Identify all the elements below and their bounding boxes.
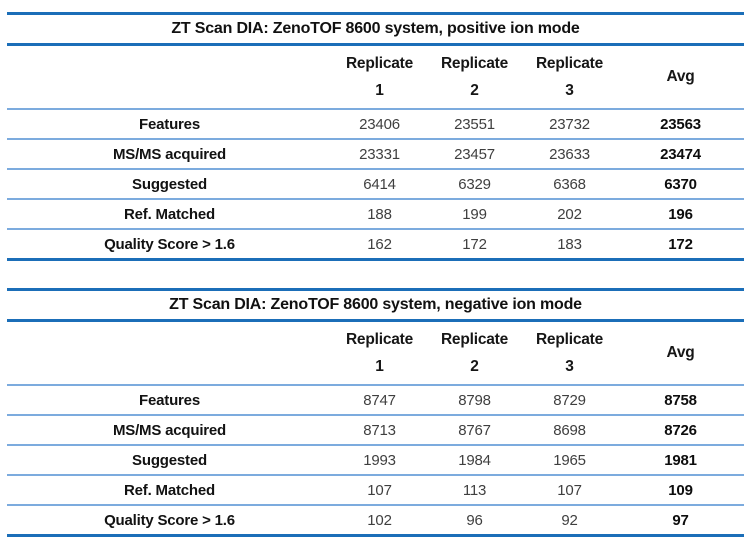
replicate-word: Replicate bbox=[440, 54, 509, 72]
value-cell: 23406 bbox=[332, 109, 427, 140]
avg-cell: 23474 bbox=[617, 139, 744, 170]
positive-ion-mode-table: ZT Scan DIA: ZenoTOF 8600 system, positi… bbox=[7, 12, 744, 261]
replicate-word: Replicate bbox=[440, 330, 509, 348]
value-cell: 23331 bbox=[332, 139, 427, 170]
avg-cell: 1981 bbox=[617, 445, 744, 476]
value-cell: 96 bbox=[466, 511, 483, 529]
col-header-replicate-3: Replicate 3 bbox=[522, 44, 617, 110]
row-label: Ref. Matched bbox=[7, 199, 332, 230]
table-row-suggested: Suggested 6414 6329 6368 6370 bbox=[7, 169, 744, 200]
value-cell: 107 bbox=[522, 475, 617, 506]
avg-cell: 8726 bbox=[617, 415, 744, 446]
value-cell: 188 bbox=[332, 199, 427, 230]
col-header-replicate-2: Replicate 2 bbox=[427, 320, 522, 386]
replicate-number: 3 bbox=[565, 358, 574, 375]
value-cell: 6368 bbox=[522, 169, 617, 200]
value-cell: 23732 bbox=[522, 109, 617, 140]
value-cell: 92 bbox=[561, 511, 578, 529]
value-cell: 8767 bbox=[427, 415, 522, 446]
value-cell: 199 bbox=[427, 199, 522, 230]
row-label: MS/MS acquired bbox=[7, 415, 332, 446]
value-cell: 1965 bbox=[522, 445, 617, 476]
col-header-replicate-1: Replicate 1 bbox=[332, 320, 427, 386]
col-header-replicate-2: Replicate 2 bbox=[427, 44, 522, 110]
row-label: Ref. Matched bbox=[7, 475, 332, 506]
value-cell: 23457 bbox=[427, 139, 522, 170]
replicate-number: 1 bbox=[375, 82, 384, 99]
table-row-ref-matched: Ref. Matched 188 199 202 196 bbox=[7, 199, 744, 230]
column-header-row: Replicate 1 Replicate 2 Replicate 3 Avg bbox=[7, 320, 744, 386]
value-cell: 113 bbox=[427, 475, 522, 506]
avg-cell: 196 bbox=[617, 199, 744, 230]
value-cell: 8747 bbox=[332, 385, 427, 416]
value-cell: 8698 bbox=[522, 415, 617, 446]
avg-cell: 97 bbox=[672, 511, 689, 529]
row-label: MS/MS acquired bbox=[7, 139, 332, 170]
row-label: Features bbox=[7, 385, 332, 416]
value-cell: 8713 bbox=[332, 415, 427, 446]
value-cell: 102 bbox=[367, 511, 392, 529]
value-cell: 172 bbox=[462, 235, 487, 253]
table-row-msms-acquired: MS/MS acquired 8713 8767 8698 8726 bbox=[7, 415, 744, 446]
value-cell: 23633 bbox=[522, 139, 617, 170]
avg-cell: 172 bbox=[668, 235, 693, 253]
table-row-suggested: Suggested 1993 1984 1965 1981 bbox=[7, 445, 744, 476]
value-cell: 162 bbox=[367, 235, 392, 253]
replicate-word: Replicate bbox=[345, 330, 414, 348]
table-title: ZT Scan DIA: ZenoTOF 8600 system, positi… bbox=[7, 13, 744, 46]
col-header-avg: Avg bbox=[617, 44, 744, 110]
replicate-word: Replicate bbox=[535, 54, 604, 72]
value-cell: 6414 bbox=[332, 169, 427, 200]
replicate-number: 2 bbox=[470, 358, 479, 375]
replicate-number: 2 bbox=[470, 82, 479, 99]
replicate-number: 3 bbox=[565, 82, 574, 99]
row-label: Suggested bbox=[7, 169, 332, 200]
value-cell: 202 bbox=[522, 199, 617, 230]
value-cell: 1993 bbox=[332, 445, 427, 476]
row-label: Quality Score > 1.6 bbox=[104, 511, 235, 529]
negative-ion-mode-table: ZT Scan DIA: ZenoTOF 8600 system, negati… bbox=[7, 288, 744, 537]
value-cell: 107 bbox=[332, 475, 427, 506]
table-title-row: ZT Scan DIA: ZenoTOF 8600 system, negati… bbox=[7, 289, 744, 322]
value-cell: 183 bbox=[557, 235, 582, 253]
table-row-msms-acquired: MS/MS acquired 23331 23457 23633 23474 bbox=[7, 139, 744, 170]
col-header-replicate-3: Replicate 3 bbox=[522, 320, 617, 386]
replicate-word: Replicate bbox=[345, 54, 414, 72]
label-column-header bbox=[7, 44, 332, 110]
replicate-number: 1 bbox=[375, 358, 384, 375]
table-row-quality-score: Quality Score > 1.6 162 172 183 172 bbox=[7, 229, 744, 260]
avg-cell: 8758 bbox=[617, 385, 744, 416]
row-label: Suggested bbox=[7, 445, 332, 476]
table-row-ref-matched: Ref. Matched 107 113 107 109 bbox=[7, 475, 744, 506]
table-title-row: ZT Scan DIA: ZenoTOF 8600 system, positi… bbox=[7, 13, 744, 46]
row-label: Features bbox=[7, 109, 332, 140]
avg-cell: 23563 bbox=[617, 109, 744, 140]
value-cell: 8798 bbox=[427, 385, 522, 416]
table-title: ZT Scan DIA: ZenoTOF 8600 system, negati… bbox=[7, 289, 744, 322]
value-cell: 8729 bbox=[522, 385, 617, 416]
table-row-features: Features 23406 23551 23732 23563 bbox=[7, 109, 744, 140]
table-row-features: Features 8747 8798 8729 8758 bbox=[7, 385, 744, 416]
value-cell: 1984 bbox=[427, 445, 522, 476]
avg-cell: 109 bbox=[617, 475, 744, 506]
col-header-replicate-1: Replicate 1 bbox=[332, 44, 427, 110]
label-column-header bbox=[7, 320, 332, 386]
col-header-avg: Avg bbox=[617, 320, 744, 386]
table-row-quality-score: Quality Score > 1.6 102 96 92 97 bbox=[7, 505, 744, 536]
avg-cell: 6370 bbox=[617, 169, 744, 200]
replicate-word: Replicate bbox=[535, 330, 604, 348]
value-cell: 6329 bbox=[427, 169, 522, 200]
row-label: Quality Score > 1.6 bbox=[104, 235, 235, 253]
column-header-row: Replicate 1 Replicate 2 Replicate 3 Avg bbox=[7, 44, 744, 110]
value-cell: 23551 bbox=[427, 109, 522, 140]
